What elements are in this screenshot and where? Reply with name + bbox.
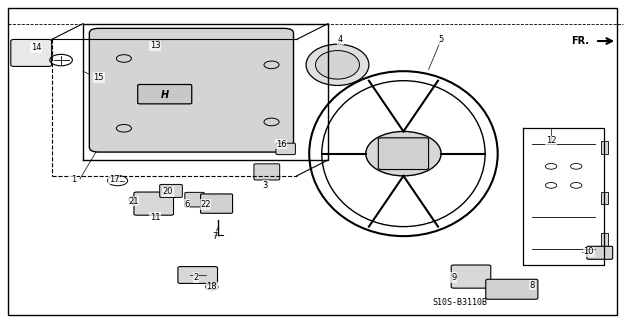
Text: 17: 17 <box>109 174 120 184</box>
Text: 1: 1 <box>71 174 76 184</box>
Text: 7: 7 <box>212 232 218 241</box>
FancyBboxPatch shape <box>254 164 280 180</box>
Text: 11: 11 <box>150 212 160 222</box>
Bar <box>601 192 608 204</box>
Ellipse shape <box>306 44 369 85</box>
Ellipse shape <box>366 132 441 176</box>
FancyBboxPatch shape <box>451 265 491 288</box>
FancyBboxPatch shape <box>160 184 182 197</box>
Bar <box>601 233 608 246</box>
Text: 4: 4 <box>338 35 343 44</box>
Text: 3: 3 <box>262 181 268 190</box>
Ellipse shape <box>316 51 360 79</box>
Text: 2: 2 <box>194 273 199 282</box>
Text: S10S-B3110B: S10S-B3110B <box>432 298 488 307</box>
FancyBboxPatch shape <box>90 28 293 152</box>
Text: 14: 14 <box>31 43 41 52</box>
Text: 13: 13 <box>150 41 161 50</box>
FancyBboxPatch shape <box>486 279 538 299</box>
FancyBboxPatch shape <box>178 267 218 284</box>
FancyBboxPatch shape <box>138 84 192 104</box>
Text: 16: 16 <box>276 140 286 148</box>
FancyBboxPatch shape <box>125 31 167 50</box>
Text: FR.: FR. <box>571 36 589 46</box>
Text: 8: 8 <box>529 281 535 290</box>
Text: 5: 5 <box>439 35 444 44</box>
Text: 18: 18 <box>206 282 217 292</box>
FancyBboxPatch shape <box>185 192 204 207</box>
Text: 15: 15 <box>93 73 104 82</box>
FancyBboxPatch shape <box>134 192 174 215</box>
FancyBboxPatch shape <box>587 246 613 259</box>
Text: 6: 6 <box>184 200 189 209</box>
FancyBboxPatch shape <box>11 39 52 67</box>
FancyBboxPatch shape <box>201 194 233 213</box>
FancyBboxPatch shape <box>379 138 428 170</box>
Bar <box>601 141 608 154</box>
Text: H: H <box>161 90 168 100</box>
Text: 10: 10 <box>584 247 594 257</box>
Text: 12: 12 <box>546 136 557 146</box>
Text: 9: 9 <box>451 273 456 282</box>
Text: 21: 21 <box>128 197 139 206</box>
Text: 20: 20 <box>163 187 173 196</box>
FancyBboxPatch shape <box>276 143 295 155</box>
Text: 22: 22 <box>200 200 211 209</box>
